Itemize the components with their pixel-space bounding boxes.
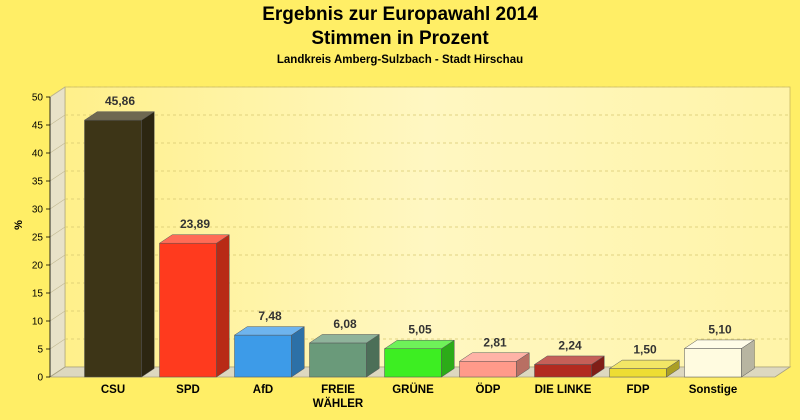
gridline-side bbox=[49, 86, 66, 98]
data-label: 23,89 bbox=[180, 217, 210, 231]
bar bbox=[234, 334, 292, 378]
gridline-side bbox=[49, 226, 66, 238]
data-label: 2,81 bbox=[483, 335, 507, 349]
bar-top bbox=[308, 334, 381, 344]
bar bbox=[159, 242, 217, 378]
bar-top bbox=[608, 359, 681, 369]
data-label: 6,08 bbox=[333, 317, 357, 331]
y-tick-label: 25 bbox=[32, 233, 44, 244]
bar-top bbox=[458, 352, 531, 362]
bar-top bbox=[83, 111, 156, 121]
bar bbox=[609, 368, 667, 378]
chart-title-line2: Stimmen in Prozent bbox=[311, 28, 489, 49]
gridline-side bbox=[49, 198, 66, 210]
y-tick-label: 15 bbox=[32, 289, 44, 300]
data-label: 2,24 bbox=[558, 338, 582, 352]
bar-side bbox=[141, 111, 155, 378]
data-label: 45,86 bbox=[105, 94, 135, 108]
gridline-side bbox=[49, 310, 66, 322]
bar-side bbox=[216, 234, 230, 378]
y-tick-label: 0 bbox=[37, 373, 43, 384]
x-tick-label: SPD bbox=[176, 384, 200, 396]
bar-top bbox=[383, 339, 456, 349]
bar bbox=[384, 348, 442, 378]
bar bbox=[309, 342, 367, 378]
bar-top bbox=[533, 355, 606, 365]
y-tick-label: 45 bbox=[32, 121, 44, 132]
bar-top bbox=[683, 339, 756, 349]
x-tick-label: DIE LINKE bbox=[535, 384, 592, 396]
y-tick-label: 50 bbox=[32, 93, 44, 104]
x-tick-label: FDP bbox=[627, 384, 650, 396]
chart-subtitle: Landkreis Amberg-Sulzbach - Stadt Hirsch… bbox=[276, 54, 524, 66]
x-tick-label: ÖDP bbox=[476, 383, 501, 396]
x-tick-label: AfD bbox=[253, 384, 273, 396]
y-axis-label: % bbox=[13, 220, 25, 230]
bar bbox=[84, 119, 142, 378]
gridline-side bbox=[49, 338, 66, 350]
y-tick-label: 5 bbox=[37, 345, 43, 356]
chart-title: Ergebnis zur Europawahl 2014 bbox=[262, 4, 538, 25]
bar bbox=[684, 348, 742, 378]
bar-side bbox=[291, 326, 305, 378]
gridline-side bbox=[49, 282, 66, 294]
data-label: 5,05 bbox=[408, 323, 432, 337]
gridline-side bbox=[49, 142, 66, 154]
bar bbox=[459, 361, 517, 378]
gridline-side bbox=[49, 114, 66, 126]
data-label: 7,48 bbox=[258, 309, 282, 323]
bar bbox=[534, 364, 592, 378]
y-tick-label: 40 bbox=[32, 149, 44, 160]
x-tick-label: GRÜNE bbox=[392, 383, 434, 396]
data-label: 1,50 bbox=[633, 343, 657, 357]
data-label: 5,10 bbox=[708, 322, 732, 336]
y-tick-label: 35 bbox=[32, 177, 44, 188]
x-tick-label: CSU bbox=[101, 384, 125, 396]
x-tick-label: FREIE WÄHLER bbox=[313, 384, 364, 410]
x-tick-label: Sonstige bbox=[689, 384, 738, 396]
y-tick-label: 20 bbox=[32, 261, 44, 272]
bar-top bbox=[233, 326, 306, 336]
y-tick-label: 10 bbox=[32, 317, 44, 328]
y-tick-label: 30 bbox=[32, 205, 44, 216]
bar-top bbox=[158, 234, 231, 244]
gridline-side bbox=[49, 254, 66, 266]
gridline-side bbox=[49, 170, 66, 182]
